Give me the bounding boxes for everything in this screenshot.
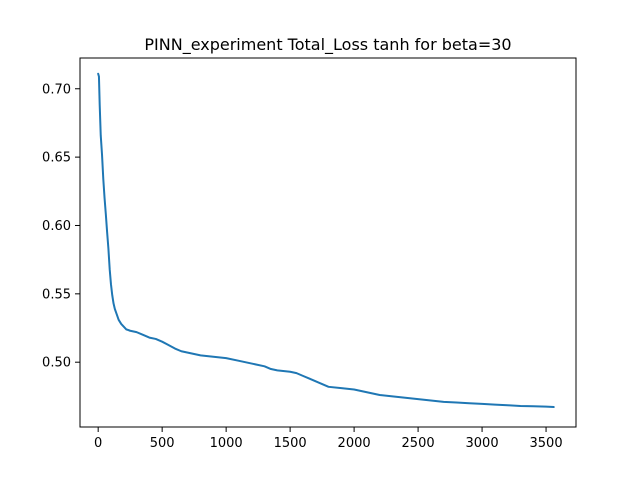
x-tick-label: 500 bbox=[150, 436, 175, 451]
x-tick-label: 3500 bbox=[530, 436, 563, 451]
y-tick-label: 0.50 bbox=[42, 356, 71, 371]
x-tick-label: 1000 bbox=[210, 436, 243, 451]
x-axis: 0 500 1000 1500 2000 2500 3000 3500 bbox=[94, 427, 563, 451]
series-line-0 bbox=[97, 72, 555, 409]
line-layer bbox=[97, 72, 555, 409]
chart-title: PINN_experiment Total_Loss tanh for beta… bbox=[144, 35, 511, 55]
x-tick-label: 3000 bbox=[466, 436, 499, 451]
x-tick-label: 2000 bbox=[338, 436, 371, 451]
x-tick-label: 0 bbox=[94, 436, 102, 451]
y-tick-label: 0.70 bbox=[42, 82, 71, 97]
plot-frame bbox=[79, 57, 577, 428]
y-tick-label: 0.65 bbox=[42, 151, 71, 166]
y-axis: 0.50 0.55 0.60 0.65 0.70 bbox=[42, 82, 80, 371]
plot-area bbox=[80, 58, 576, 427]
y-tick-label: 0.55 bbox=[42, 287, 71, 302]
y-tick-label: 0.60 bbox=[42, 219, 71, 234]
x-tick-label: 2500 bbox=[402, 436, 435, 451]
x-tick-label: 1500 bbox=[274, 436, 307, 451]
